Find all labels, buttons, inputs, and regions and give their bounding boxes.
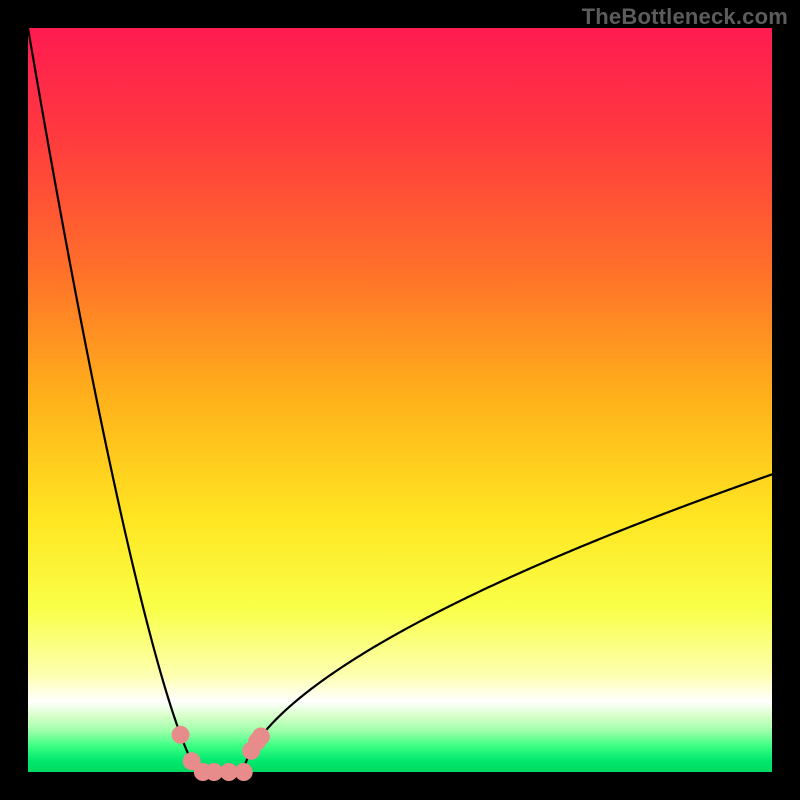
data-point [252, 728, 270, 746]
data-point [172, 726, 190, 744]
bottleneck-chart [0, 0, 800, 800]
chart-frame: TheBottleneck.com [0, 0, 800, 800]
data-point [235, 763, 253, 781]
chart-background [28, 28, 772, 772]
